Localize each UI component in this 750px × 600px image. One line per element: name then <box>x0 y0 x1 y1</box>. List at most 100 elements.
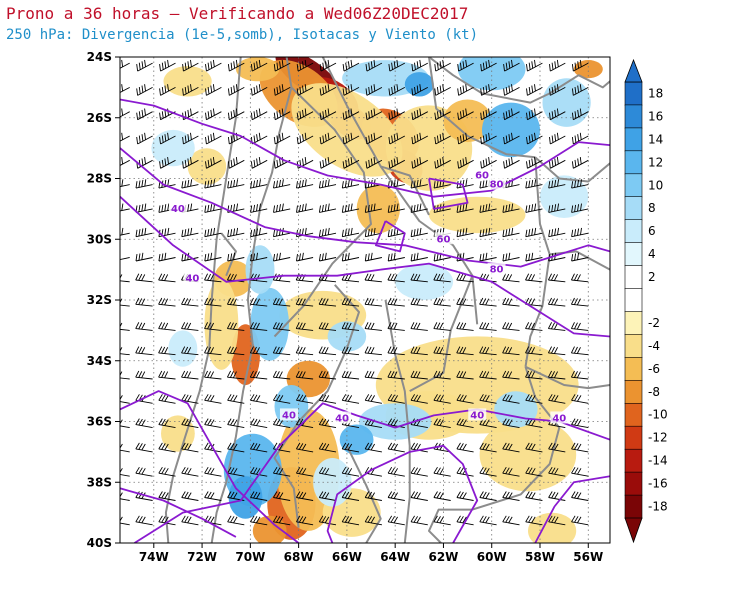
wind-barb <box>410 252 428 262</box>
wind-barb <box>204 252 222 262</box>
wind-barb <box>525 179 543 189</box>
colorbar-label: 2 <box>648 270 656 284</box>
wind-barb <box>365 59 383 72</box>
colorbar-swatch <box>624 127 643 152</box>
wind-barb <box>181 322 199 331</box>
wind-barb <box>318 346 337 356</box>
colorbar-swatch <box>624 334 643 358</box>
wind-barb <box>296 515 314 526</box>
border-line <box>549 250 610 271</box>
wind-barb <box>341 346 360 356</box>
colorbar-label: -8 <box>648 385 660 399</box>
border-line <box>409 275 474 392</box>
wind-barb <box>120 468 130 477</box>
wind-barb <box>226 297 245 307</box>
wind-barb <box>341 322 360 331</box>
wind-barb <box>135 418 153 429</box>
wind-barb <box>318 179 337 189</box>
wind-barb <box>525 394 543 404</box>
wind-barb <box>503 132 520 145</box>
isotach-label-bg <box>333 411 352 424</box>
wind-barb <box>120 227 130 236</box>
wind-barb <box>159 59 176 72</box>
wind-barb <box>410 491 428 501</box>
wind-barb <box>296 132 314 145</box>
wind-barb <box>570 370 589 380</box>
wind-barb <box>227 442 245 453</box>
divergence-patch <box>161 415 195 452</box>
wind-barb <box>227 252 245 262</box>
wind-barb <box>226 346 245 356</box>
page-subtitle: 250 hPa: Divergencia (1e-5,somb), Isotac… <box>6 27 479 43</box>
border-line <box>534 156 610 183</box>
border-line <box>220 232 237 277</box>
colorbar-label: -14 <box>648 454 668 468</box>
wind-barb <box>273 252 291 262</box>
wind-barb <box>341 252 360 262</box>
wind-barb <box>273 132 291 145</box>
wind-barb <box>365 108 383 121</box>
wind-barb <box>525 491 543 501</box>
wind-barb <box>227 84 245 96</box>
wind-barb <box>387 466 405 477</box>
wind-barb <box>181 466 199 477</box>
colorbar-label: 4 <box>648 247 656 261</box>
wind-barb <box>227 466 245 477</box>
wind-barb <box>571 227 589 238</box>
wind-barb <box>342 84 360 96</box>
wind-barb <box>571 203 589 213</box>
colorbar-swatch <box>624 288 643 313</box>
colorbar-label: -2 <box>648 316 660 330</box>
wind-barb <box>341 491 360 501</box>
colorbar-label: 12 <box>648 155 663 169</box>
colorbar-label: 6 <box>648 224 656 238</box>
wind-barb <box>135 442 153 453</box>
wind-barb <box>158 394 176 404</box>
isotach-label-bg <box>487 177 506 190</box>
wind-barb <box>525 227 543 238</box>
wind-barb <box>341 370 360 380</box>
wind-barb <box>227 394 245 404</box>
wind-barb <box>250 442 268 453</box>
wind-barb <box>205 59 222 72</box>
wind-barb <box>364 203 382 213</box>
wind-barb <box>227 227 245 238</box>
longitude-label: 60W <box>477 550 507 564</box>
isotach-label-bg <box>279 408 298 421</box>
wind-barb <box>364 442 382 453</box>
wind-barb <box>479 252 497 262</box>
wind-barb <box>250 252 268 262</box>
colorbar-swatch <box>624 81 643 106</box>
wind-barb <box>120 516 130 526</box>
wind-barb <box>480 108 497 121</box>
wind-barb <box>181 491 199 501</box>
wind-barb <box>296 442 314 453</box>
graticule <box>120 57 610 543</box>
wind-barb <box>571 132 589 145</box>
isotach-line <box>534 475 610 543</box>
isotach-line <box>375 220 406 253</box>
divergence-patch <box>163 66 212 97</box>
wind-barb <box>273 466 291 477</box>
isotach-label: 80 <box>490 180 504 191</box>
wind-barb <box>571 466 589 477</box>
isotach-line <box>326 444 479 543</box>
wind-barb <box>364 252 382 262</box>
wind-barb <box>434 59 451 72</box>
wind-barb <box>365 132 383 145</box>
wind-barb <box>570 322 589 331</box>
isotach-line <box>134 402 610 543</box>
wind-barb <box>318 322 337 331</box>
wind-barb <box>388 108 406 121</box>
wind-barb <box>525 273 543 283</box>
wind-barb <box>502 442 520 453</box>
wind-barb <box>273 84 291 96</box>
wind-barb <box>250 418 268 429</box>
border-line <box>428 57 536 159</box>
wind-barb <box>457 84 474 96</box>
colorbar-label: -10 <box>648 408 668 422</box>
wind-barb <box>120 419 130 429</box>
isotach-label: 60 <box>436 234 450 245</box>
wind-barb <box>250 132 268 145</box>
